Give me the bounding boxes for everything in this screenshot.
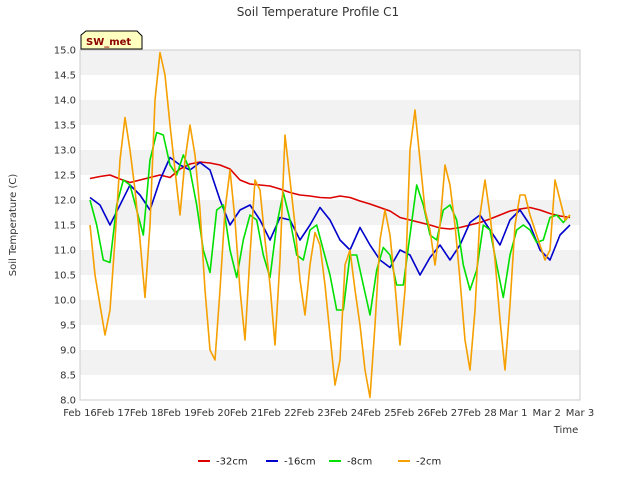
grid-band [80, 375, 580, 400]
y-tick-label: 9.0 [60, 346, 76, 357]
grid-band [80, 100, 580, 125]
y-tick-label: 12.5 [54, 171, 76, 182]
series-lines [89, 51, 571, 399]
legend-label: -32cm [216, 457, 248, 468]
y-tick-label: 13.0 [54, 146, 76, 157]
plot-area-border [79, 49, 581, 401]
x-axis-ticks: Feb 16 Feb 17 Feb 18 Feb 19 Feb 20 Feb 21 Feb … [63, 408, 594, 419]
x-tick-label: Feb 19 [163, 408, 197, 419]
x-tick-label: Feb 16 [63, 408, 97, 419]
grid-band [80, 150, 580, 175]
station-badge-shape [80, 30, 143, 50]
x-tick-label: Feb 25 [363, 408, 397, 419]
y-tick-label: 9.5 [60, 321, 76, 332]
grid-band [80, 350, 580, 375]
y-tick-label: 10.0 [54, 296, 76, 307]
chart-title: Soil Temperature Profile C1 [237, 5, 399, 19]
y-axis-label: Soil Temperature (C) [8, 174, 19, 277]
x-tick-label: Feb 26 [397, 408, 431, 419]
y-tick-label: 10.5 [54, 271, 76, 282]
legend-label: -2cm [416, 457, 441, 468]
y-tick-label: 11.5 [54, 221, 76, 232]
x-tick-label: Feb 28 [463, 408, 497, 419]
station-badge-label: SW_met [86, 37, 131, 48]
x-tick-label: Feb 21 [230, 408, 264, 419]
x-tick-label: Mar 1 [499, 408, 527, 419]
x-axis-label: Time [553, 425, 578, 436]
series-line-8cm [89, 131, 571, 316]
y-axis-ticks: 8.0 8.5 9.0 9.5 10.0 10.5 11.0 11.5 12.0 12.5 13.0… [54, 46, 76, 407]
y-tick-label: 12.0 [54, 196, 76, 207]
legend-label: -8cm [347, 457, 372, 468]
x-tick-label: Feb 18 [130, 408, 164, 419]
y-tick-label: 15.0 [54, 46, 76, 57]
legend-label: -16cm [284, 457, 316, 468]
x-tick-label: Feb 22 [263, 408, 297, 419]
series-line-2cm [89, 51, 571, 399]
grid-band [80, 225, 580, 250]
y-tick-label: 11.0 [54, 246, 76, 257]
x-tick-label: Mar 2 [532, 408, 560, 419]
grid-band [80, 300, 580, 325]
grid-band [80, 75, 580, 100]
grid-band [80, 175, 580, 200]
y-tick-label: 13.5 [54, 121, 76, 132]
grid-band [80, 50, 580, 75]
x-tick-label: Mar 3 [566, 408, 594, 419]
legend: -32cm -16cm -8cm -2cm [198, 457, 441, 468]
x-tick-label: Feb 27 [430, 408, 464, 419]
station-badge: SW_met [80, 30, 143, 50]
x-tick-label: Feb 24 [330, 408, 364, 419]
x-tick-label: Feb 20 [197, 408, 231, 419]
x-tick-label: Feb 23 [297, 408, 331, 419]
grid-band [80, 250, 580, 275]
y-tick-label: 8.5 [60, 371, 76, 382]
x-tick-label: Feb 17 [97, 408, 131, 419]
y-tick-label: 14.5 [54, 71, 76, 82]
y-tick-label: 14.0 [54, 96, 76, 107]
y-tick-label: 8.0 [60, 396, 76, 407]
